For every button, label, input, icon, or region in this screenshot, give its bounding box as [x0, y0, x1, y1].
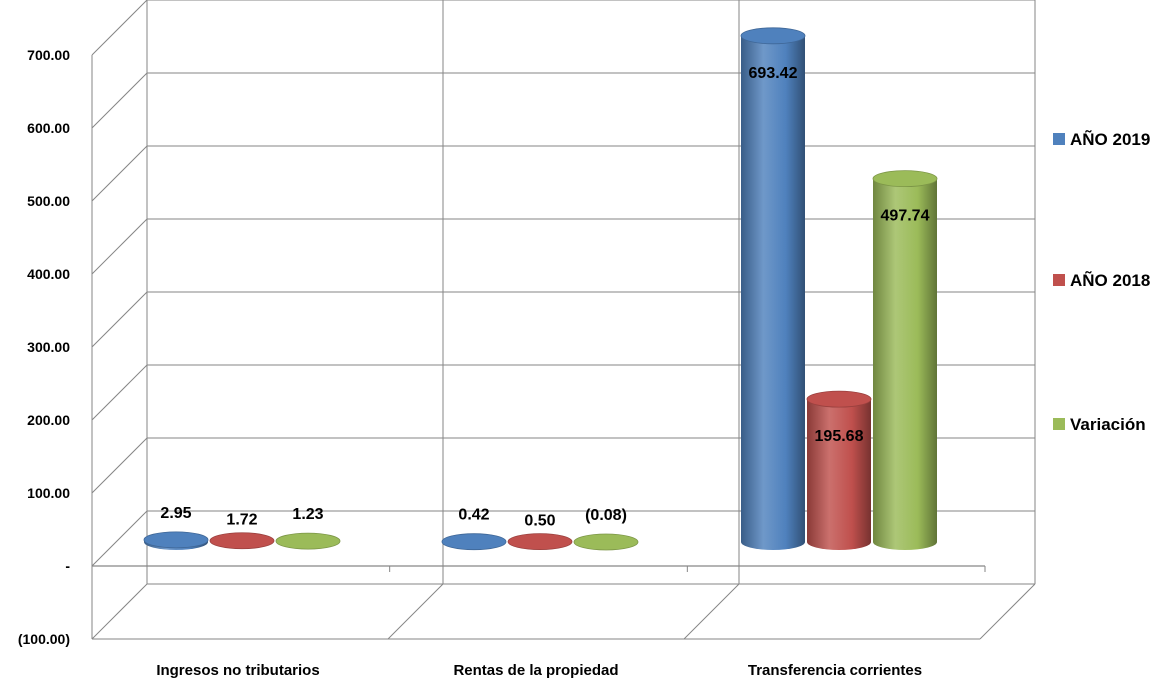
legend-label: AÑO 2018	[1070, 270, 1150, 290]
bar-2-2	[872, 170, 938, 550]
legend-swatch	[1053, 418, 1065, 430]
y-tick-label: 100.00	[27, 485, 70, 501]
bar-base	[741, 534, 805, 550]
data-label: 1.72	[226, 512, 257, 529]
data-label: 0.42	[458, 507, 489, 524]
legend: AÑO 2019 AÑO 2018 Variación	[1053, 129, 1150, 434]
gridline-side	[91, 583, 148, 640]
bar-base	[807, 534, 871, 550]
y-tick-label: 300.00	[27, 339, 70, 355]
y-tick-label: -	[65, 558, 70, 574]
data-labels: 2.95 0.42 693.42 1.72 0.50 195.68 1.23 (0.08) 49…	[160, 65, 929, 530]
floor-right	[979, 583, 1036, 640]
data-label: 1.23	[292, 506, 323, 523]
gridline-side	[91, 145, 148, 202]
gridline-side	[91, 72, 148, 129]
y-tick-label: 700.00	[27, 47, 70, 63]
data-label: 2.95	[160, 505, 191, 522]
gridline-side	[91, 364, 148, 421]
bar-2-1	[573, 533, 639, 551]
data-label: 497.74	[881, 208, 930, 225]
bar-top	[441, 533, 507, 551]
y-tick-label: 400.00	[27, 266, 70, 282]
legend-swatch	[1053, 274, 1065, 286]
chart-grid	[91, 0, 1036, 640]
bar-top	[573, 533, 639, 551]
bar-top	[740, 27, 806, 45]
y-tick-label: 600.00	[27, 120, 70, 136]
y-tick-label: 200.00	[27, 412, 70, 428]
bar-body	[873, 178, 937, 543]
bar-0-2	[740, 27, 806, 550]
legend-swatch	[1053, 133, 1065, 145]
category-label: Transferencia corrientes	[748, 662, 922, 679]
bar-top	[872, 170, 938, 188]
bar-1-1	[507, 533, 573, 551]
bar-top	[275, 532, 341, 550]
floor-divider	[387, 583, 444, 640]
y-tick-label: (100.00)	[18, 631, 70, 647]
data-label: 0.50	[524, 513, 555, 530]
bar-1-2	[806, 390, 872, 550]
gridline-side	[91, 218, 148, 275]
data-label: 693.42	[749, 65, 798, 82]
bar-base	[873, 534, 937, 550]
bar-top	[806, 390, 872, 408]
y-tick-label: 500.00	[27, 193, 70, 209]
gridline-side	[91, 0, 148, 56]
bar-0-0	[143, 531, 209, 550]
bar-0-1	[441, 533, 507, 551]
data-label: (0.08)	[585, 507, 627, 524]
gridline-side	[91, 291, 148, 348]
legend-label: Variación	[1070, 415, 1146, 434]
category-label: Ingresos no tributarios	[156, 662, 319, 679]
bar-1-0	[209, 532, 275, 550]
bar-top	[507, 533, 573, 551]
category-label: Rentas de la propiedad	[453, 662, 618, 679]
legend-label: AÑO 2019	[1070, 129, 1150, 149]
chart-axes: (100.00) - 100.00 200.00 300.00 400.00 500.00 6…	[18, 47, 986, 679]
bar-top	[143, 531, 209, 549]
bar-body	[807, 399, 871, 542]
data-label: 195.68	[815, 428, 864, 445]
bar-top	[209, 532, 275, 550]
gridline-side	[91, 437, 148, 494]
floor-divider	[683, 583, 740, 640]
chart-bars	[143, 27, 938, 551]
bar-2-0	[275, 532, 341, 550]
gridline-side	[91, 510, 148, 567]
bar-body	[741, 35, 805, 542]
